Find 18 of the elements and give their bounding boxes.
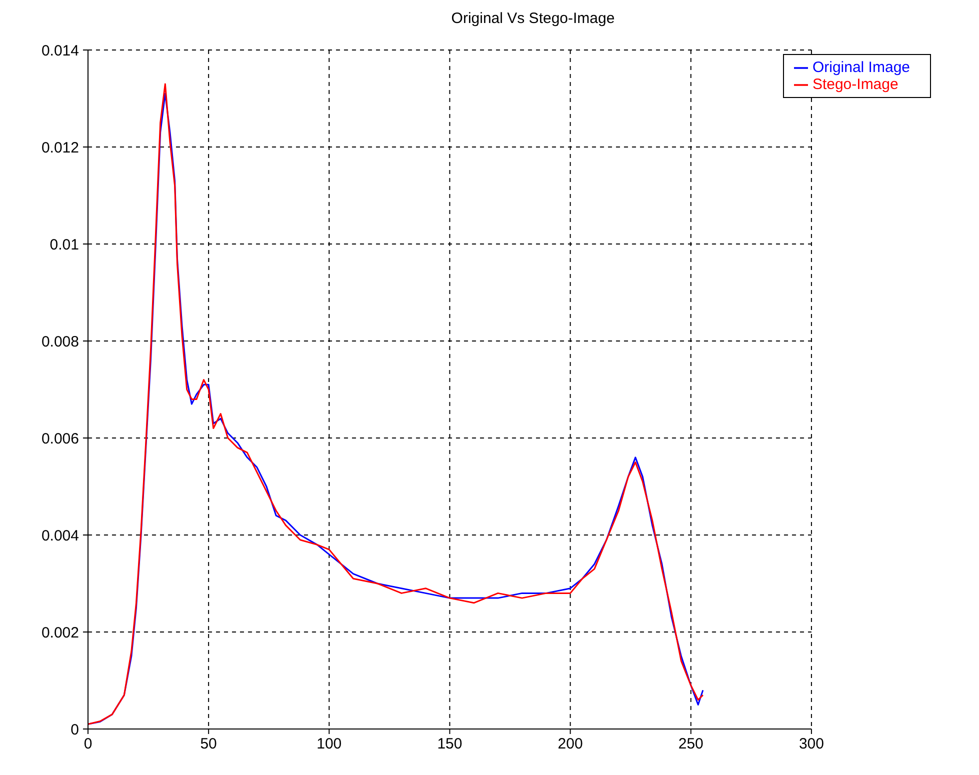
y-tick-label: 0 xyxy=(70,721,79,738)
x-tick-label: 100 xyxy=(316,736,342,753)
x-tick-label: 150 xyxy=(437,736,462,753)
y-tick-label: 0.014 xyxy=(41,42,79,60)
x-tick-label: 250 xyxy=(678,736,704,753)
y-tick-label: 0.006 xyxy=(41,430,79,448)
y-tick-label: 0.004 xyxy=(41,527,79,544)
x-tick-label: 200 xyxy=(558,736,583,753)
x-tick-label: 300 xyxy=(798,736,824,753)
y-tick-label: 0.002 xyxy=(41,624,79,642)
legend-label: Original Image xyxy=(812,59,910,76)
x-tick-label: 50 xyxy=(200,736,217,753)
y-tick-label: 0.01 xyxy=(50,236,79,254)
y-tick-label: 0.012 xyxy=(41,139,79,156)
y-tick-label: 0.008 xyxy=(41,333,79,350)
legend-label: Stego-Image xyxy=(812,76,898,93)
chart-title: Original Vs Stego-Image xyxy=(450,10,616,27)
x-tick-label: 0 xyxy=(84,736,92,753)
